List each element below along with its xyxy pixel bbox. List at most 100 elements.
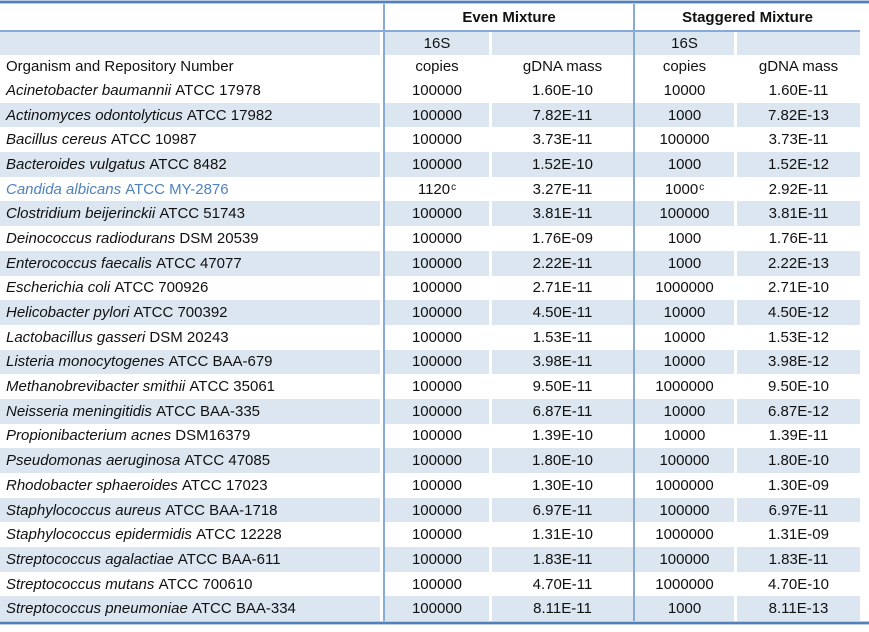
staggered-gdna-mass-cell: 8.11E-13 xyxy=(737,596,860,622)
organism-species: Actinomyces odontolyticus xyxy=(6,106,183,124)
staggered-16s-copies-cell: 10000 xyxy=(633,398,737,424)
staggered-16s-copies-cell: 1000000 xyxy=(633,374,737,399)
table-row: Methanobrevibacter smithii ATCC 35061 100… xyxy=(0,374,860,399)
even-gdna-mass-cell: 1.30E-10 xyxy=(532,476,593,494)
organism-cell: Bacillus cereus ATCC 10987 xyxy=(0,127,383,153)
even-gdna-mass-cell: 3.81E-11 xyxy=(492,201,633,227)
group-header-row: Even Mixture Staggered Mixture xyxy=(0,4,860,30)
staggered-gdna-mass-cell: 1.60E-11 xyxy=(768,81,829,99)
organism-cell: Clostridium beijerinckii ATCC 51743 xyxy=(0,201,383,227)
table-row: Streptococcus mutans ATCC 700610 100000 4.… xyxy=(0,571,860,597)
staggered-16s-copies-cell: 10000 xyxy=(633,324,737,350)
group-header-underline xyxy=(0,30,860,32)
staggered-gdna-mass-cell: 1.76E-11 xyxy=(768,229,829,247)
organism-species: Listeria monocytogenes xyxy=(6,353,165,371)
organism-species: Staphylococcus aureus xyxy=(6,501,162,519)
staggered-gdna-mass-cell: 4.70E-10 xyxy=(768,575,829,593)
staggered-16s-copies-cell: 1000000 xyxy=(633,571,737,597)
staggered-gdna-mass-cell: 9.50E-10 xyxy=(768,378,829,396)
staggered-16s-copies-cell: 1000000 xyxy=(633,522,737,548)
staggered-16s-copies-cell: 1000 xyxy=(633,226,737,251)
organism-species: Enterococcus faecalis xyxy=(6,254,152,272)
even-gdna-mass-cell: 3.27E-11 xyxy=(532,180,593,198)
even-gdna-mass-cell: 7.82E-11 xyxy=(492,102,633,128)
even-16s-copies-cell: 100000 xyxy=(383,250,492,276)
organism-species: Neisseria meningitidis xyxy=(6,402,152,420)
table-row: Streptococcus pneumoniae ATCC BAA-334 100… xyxy=(0,596,860,622)
even-16s-copies-cell: 100000 xyxy=(383,497,492,523)
even-gdna-mass-cell: 2.22E-11 xyxy=(492,250,633,276)
table-row: Rhodobacter sphaeroides ATCC 17023 100000… xyxy=(0,473,860,498)
organism-species: Deinococcus radiodurans xyxy=(6,229,176,247)
table-row: Pseudomonas aeruginosa ATCC 47085 100000 1… xyxy=(0,448,860,473)
organism-species: Escherichia coli xyxy=(6,279,111,297)
organism-cell: Pseudomonas aeruginosa ATCC 47085 xyxy=(0,448,383,473)
staggered-gdna-mass-cell: 7.82E-13 xyxy=(737,102,860,128)
even-gdna-mass-header: gDNA mass xyxy=(522,58,603,75)
even-gdna-mass-cell: 1.76E-09 xyxy=(532,229,593,247)
organism-cell: Escherichia coli ATCC 700926 xyxy=(0,275,383,301)
staggered-16s-copies-cell: 1000000 xyxy=(633,473,737,498)
even-16s-copies-cell: 100000 xyxy=(383,349,492,375)
staggered-16s-copies-cell: 100000 xyxy=(633,127,737,153)
even-gdna-mass-cell: 1.52E-10 xyxy=(492,152,633,177)
even-gdna-mass-cell: 8.11E-11 xyxy=(492,596,633,622)
even-16s-copies-cell: 100000 xyxy=(383,374,492,399)
organism-cell: Rhodobacter sphaeroides ATCC 17023 xyxy=(0,473,383,498)
even-gdna-mass-cell: 1.60E-10 xyxy=(532,81,593,99)
organism-species: Rhodobacter sphaeroides xyxy=(6,476,178,494)
even-gdna-spacer xyxy=(492,32,633,55)
staggered-gdna-mass-cell: 2.71E-10 xyxy=(768,279,829,297)
even-copies-header: copies xyxy=(383,55,492,78)
table-row: Acinetobacter baumannii ATCC 17978 100000… xyxy=(0,78,860,103)
staggered-gdna-mass-cell: 1.52E-12 xyxy=(737,152,860,177)
table-row: Candida albicans ATCC MY-2876 1120 c 3.27E-… xyxy=(0,176,860,202)
organism-header-spacer xyxy=(0,4,383,30)
even-16s-copies-cell: 100000 xyxy=(383,324,492,350)
organism-cell: Bacteroides vulgatus ATCC 8482 xyxy=(0,152,383,177)
staggered-gdna-mass-cell: 1.53E-12 xyxy=(768,328,829,346)
staggered-gdna-mass-cell: 2.92E-11 xyxy=(768,180,829,198)
table-row: Enterococcus faecalis ATCC 47077 100000 2.… xyxy=(0,250,860,276)
even-mixture-header: Even Mixture xyxy=(383,4,633,30)
staggered-16s-copies-cell: 10000 xyxy=(633,423,737,449)
even-16s-copies-cell: 100000 xyxy=(383,226,492,251)
table-row: Clostridium beijerinckii ATCC 51743 10000… xyxy=(0,201,860,227)
even-16s-copies-cell: 100000 xyxy=(383,201,492,227)
staggered-gdna-mass-cell: 3.81E-11 xyxy=(737,201,860,227)
staggered-16s-copies-cell: 1000 xyxy=(633,152,737,177)
subheader-16s-row: 16S 16S xyxy=(0,32,860,55)
even-gdna-mass-cell: 6.87E-11 xyxy=(492,398,633,424)
even-16s-copies-cell: 100000 xyxy=(383,571,492,597)
staggered-gdna-mass-cell: 1.83E-11 xyxy=(737,547,860,572)
even-gdna-mass-cell: 4.70E-11 xyxy=(532,575,593,593)
staggered-gdna-mass-cell: 3.98E-12 xyxy=(737,349,860,375)
organism-cell: Deinococcus radiodurans DSM 20539 xyxy=(0,226,383,251)
organism-species: Acinetobacter baumannii xyxy=(6,81,172,99)
staggered-16s-copies-cell: 100000 xyxy=(633,448,737,473)
staggered-16s-copies-cell: 100000 xyxy=(633,201,737,227)
organism-species: Propionibacterium acnes xyxy=(6,427,172,445)
even-16s-copies-cell: 100000 xyxy=(383,423,492,449)
organism-cell: Helicobacter pylori ATCC 700392 xyxy=(0,300,383,325)
organism-cell: Candida albicans ATCC MY-2876 xyxy=(0,176,383,202)
even-16s-label: 16S xyxy=(383,32,492,55)
staggered-16s-label: 16S xyxy=(633,32,737,55)
even-gdna-mass-cell: 2.71E-11 xyxy=(532,279,593,297)
even-16s-copies-cell: 100000 xyxy=(383,300,492,325)
organism-cell: Streptococcus agalactiae ATCC BAA-611 xyxy=(0,547,383,572)
organism-cell: Streptococcus mutans ATCC 700610 xyxy=(0,571,383,597)
staggered-16s-copies-cell: 1000 c xyxy=(633,176,737,202)
organism-cell: Streptococcus pneumoniae ATCC BAA-334 xyxy=(0,596,383,622)
even-16s-copies-cell: 100000 xyxy=(383,596,492,622)
table-body: Acinetobacter baumannii ATCC 17978 100000… xyxy=(0,78,860,622)
staggered-16s-copies-cell: 100000 xyxy=(633,547,737,572)
even-16s-copies-cell: 100000 xyxy=(383,448,492,473)
even-16s-copies-cell: 100000 xyxy=(383,398,492,424)
table-row: Escherichia coli ATCC 700926 100000 2.71E-… xyxy=(0,275,860,301)
organism-cell: Staphylococcus epidermidis ATCC 12228 xyxy=(0,522,383,548)
organism-cell: Lactobacillus gasseri DSM 20243 xyxy=(0,324,383,350)
organism-species: Pseudomonas aeruginosa xyxy=(6,452,181,470)
even-gdna-mass-cell: 1.39E-10 xyxy=(532,427,593,445)
